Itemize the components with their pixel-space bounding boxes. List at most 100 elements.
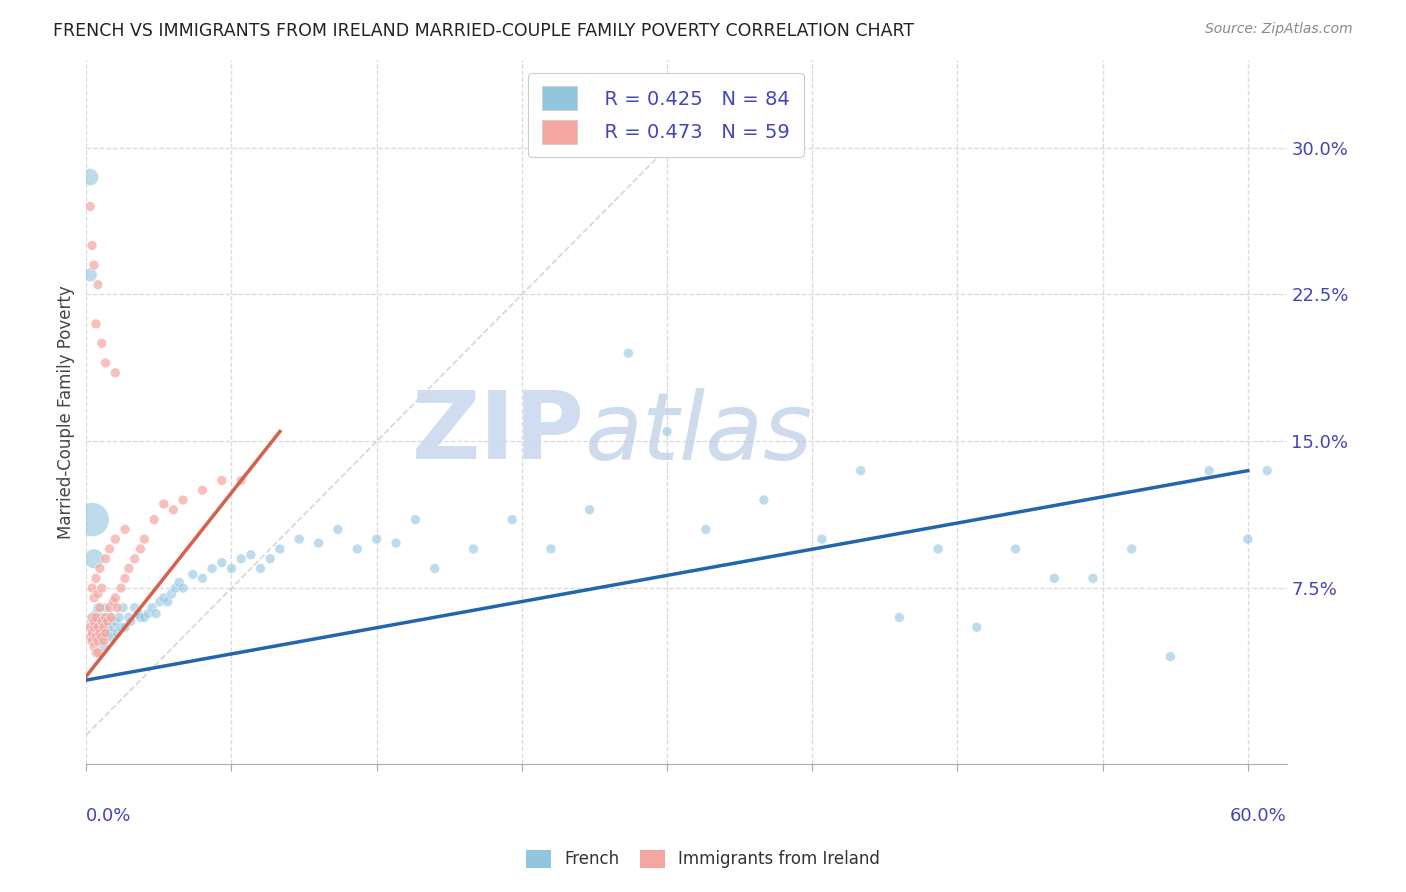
Point: [90, 336, 112, 351]
Point: [79, 268, 101, 282]
Text: ZIP: ZIP: [412, 387, 585, 479]
Point: [124, 551, 146, 566]
Point: [84, 610, 107, 624]
Point: [104, 532, 127, 546]
Point: [1043, 571, 1066, 585]
Point: [90, 615, 112, 629]
Point: [89, 620, 111, 634]
Point: [152, 591, 174, 605]
Point: [82, 634, 104, 648]
Point: [112, 600, 135, 615]
Point: [167, 575, 190, 590]
Point: [134, 532, 156, 546]
Point: [79, 630, 101, 644]
Point: [249, 561, 271, 575]
Legend:   R = 0.425   N = 84,   R = 0.473   N = 59: R = 0.425 N = 84, R = 0.473 N = 59: [529, 73, 804, 157]
Point: [87, 587, 110, 601]
Point: [82, 610, 104, 624]
Text: atlas: atlas: [585, 388, 813, 479]
Text: 0.0%: 0.0%: [86, 806, 132, 824]
Point: [118, 561, 141, 575]
Point: [87, 646, 110, 660]
Point: [83, 610, 105, 624]
Point: [94, 356, 117, 370]
Point: [84, 646, 107, 660]
Point: [752, 493, 775, 508]
Point: [136, 607, 159, 621]
Point: [308, 536, 330, 550]
Point: [87, 600, 110, 615]
Point: [110, 581, 132, 595]
Point: [165, 581, 187, 595]
Point: [540, 541, 562, 556]
Y-axis label: Married-Couple Family Poverty: Married-Couple Family Poverty: [58, 285, 75, 539]
Point: [231, 474, 253, 488]
Point: [83, 591, 105, 605]
Point: [1121, 541, 1143, 556]
Point: [84, 317, 107, 331]
Point: [114, 522, 136, 536]
Point: [695, 522, 717, 536]
Point: [118, 610, 141, 624]
Point: [87, 630, 110, 644]
Point: [172, 493, 194, 508]
Point: [89, 634, 111, 648]
Point: [83, 258, 105, 272]
Point: [124, 600, 146, 615]
Point: [83, 640, 105, 654]
Point: [423, 561, 446, 575]
Point: [90, 630, 112, 644]
Point: [104, 366, 127, 380]
Point: [326, 522, 349, 536]
Point: [259, 551, 281, 566]
Point: [128, 607, 150, 621]
Point: [93, 634, 115, 648]
Point: [1081, 571, 1104, 585]
Point: [105, 626, 128, 640]
Point: [1198, 464, 1220, 478]
Point: [385, 536, 408, 550]
Point: [889, 610, 911, 624]
Text: 60.0%: 60.0%: [1230, 806, 1286, 824]
Point: [366, 532, 388, 546]
Point: [83, 615, 105, 629]
Point: [83, 620, 105, 634]
Point: [100, 610, 122, 624]
Point: [927, 541, 949, 556]
Point: [966, 620, 988, 634]
Point: [93, 640, 115, 654]
Point: [89, 626, 111, 640]
Point: [79, 199, 101, 213]
Point: [87, 634, 110, 648]
Point: [97, 620, 120, 634]
Point: [160, 587, 183, 601]
Point: [87, 277, 110, 292]
Point: [98, 626, 121, 640]
Point: [120, 615, 142, 629]
Point: [141, 600, 163, 615]
Point: [108, 610, 131, 624]
Point: [79, 169, 101, 184]
Point: [145, 607, 167, 621]
Point: [94, 630, 117, 644]
Point: [152, 497, 174, 511]
Legend: French, Immigrants from Ireland: French, Immigrants from Ireland: [517, 841, 889, 877]
Point: [1237, 532, 1260, 546]
Point: [201, 561, 224, 575]
Point: [94, 551, 117, 566]
Point: [811, 532, 834, 546]
Point: [288, 532, 311, 546]
Point: [89, 561, 111, 575]
Point: [191, 483, 214, 498]
Point: [84, 630, 107, 644]
Point: [82, 238, 104, 252]
Point: [172, 581, 194, 595]
Point: [1256, 464, 1278, 478]
Point: [105, 600, 128, 615]
Point: [90, 610, 112, 624]
Point: [82, 626, 104, 640]
Point: [110, 620, 132, 634]
Point: [87, 620, 110, 634]
Point: [578, 503, 600, 517]
Point: [82, 513, 104, 527]
